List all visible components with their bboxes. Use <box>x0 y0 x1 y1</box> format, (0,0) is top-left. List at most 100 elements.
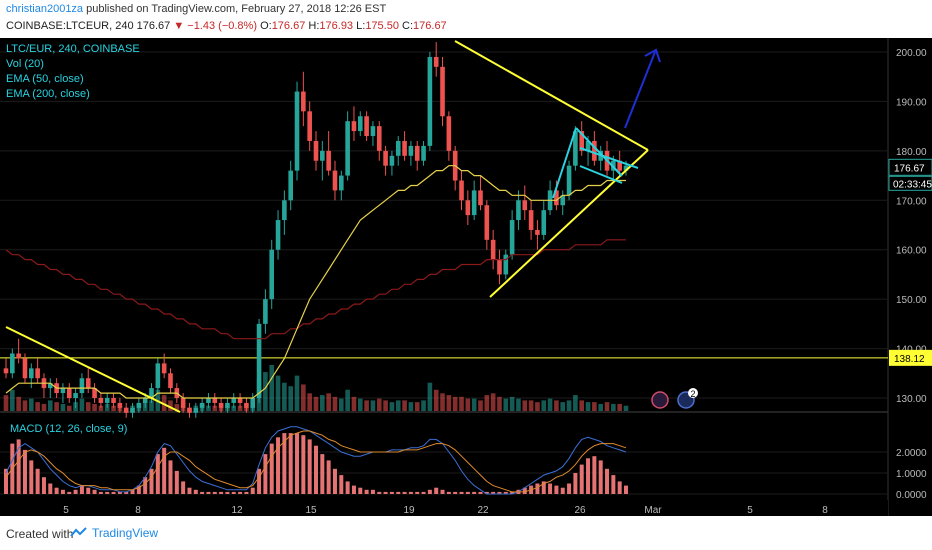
volume-bar <box>573 395 578 411</box>
volume-bar <box>29 398 34 411</box>
volume-bar <box>288 386 293 411</box>
candle-body <box>623 165 629 171</box>
target-arrow-head <box>644 48 661 63</box>
volume-bar <box>560 402 566 411</box>
event-badges[interactable]: 2 <box>651 388 698 409</box>
macd-histogram-bar <box>105 491 110 494</box>
price-axis[interactable]: 200.00190.00180.00170.00160.00150.00140.… <box>888 48 932 501</box>
volume-bar <box>516 398 521 411</box>
flag-line-4[interactable] <box>579 165 623 184</box>
macd-histogram-bar <box>478 491 483 494</box>
macd-histogram-bar <box>554 485 559 494</box>
time-axis[interactable]: 5 8 12 15 19 22 26 Mar 5 8 <box>0 500 888 516</box>
macd-histogram-bar <box>611 475 616 494</box>
macd-histogram-bar <box>332 468 337 494</box>
trendline-left[interactable] <box>5 326 181 413</box>
candle-body <box>554 190 559 206</box>
candle-body <box>161 363 167 374</box>
macd-histogram-bar <box>288 433 293 494</box>
volume-bar <box>161 395 167 411</box>
volume-bar <box>16 396 21 411</box>
candles <box>3 42 629 418</box>
volume-bar <box>275 375 281 411</box>
candle-body <box>212 398 218 403</box>
macd-histogram-bar <box>212 491 217 494</box>
price-tick-label: 200.00 <box>896 48 927 59</box>
macd-histogram-bar <box>168 460 173 494</box>
candle-body <box>288 170 293 201</box>
macd-histogram-bar <box>434 487 439 494</box>
macd-histogram-bar <box>377 491 382 494</box>
volume-bar <box>440 393 445 411</box>
volume-bar <box>206 405 211 411</box>
price-chart[interactable]: 200.00190.00180.00170.00160.00150.00140.… <box>0 38 932 516</box>
volume-bar <box>60 403 66 411</box>
candle-body <box>294 91 300 171</box>
author-link[interactable]: christian2001za <box>6 3 84 15</box>
candle-body <box>282 200 287 221</box>
candle-body <box>218 402 224 408</box>
macd-histogram-bar <box>16 439 21 494</box>
open-value: 176.67 <box>271 20 306 32</box>
candle-body <box>592 140 597 161</box>
volume-bar <box>484 395 490 411</box>
candle-body <box>478 190 483 206</box>
macd-histogram-bar <box>257 468 262 494</box>
macd-histogram-bar <box>440 489 445 494</box>
candle-body <box>269 249 275 300</box>
legend: LTC/EUR, 240, COINBASE Vol (20) EMA (50,… <box>6 43 140 435</box>
macd-histogram-bar <box>225 491 230 494</box>
tradingview-brand[interactable]: TradingView <box>70 526 158 540</box>
price-tick-label: 150.00 <box>896 295 927 306</box>
flag-line-1[interactable] <box>552 127 577 199</box>
symbol-info: COINBASE:LTCEUR, 240 176.67 ▼ −1.43 (−0.… <box>6 20 447 32</box>
candle-body <box>427 56 433 146</box>
footer: Created with TradingView <box>0 516 932 550</box>
event-badge-icon[interactable] <box>651 391 669 409</box>
volume-bar <box>351 396 357 411</box>
candle-body <box>332 170 338 191</box>
candle-body <box>617 160 622 171</box>
volume-bar <box>617 403 622 411</box>
volume-bar <box>212 405 218 411</box>
volume-bar <box>282 382 287 411</box>
target-arrow[interactable] <box>624 51 656 129</box>
candle-body <box>73 393 78 398</box>
candle-body <box>376 126 382 151</box>
candle-body <box>142 398 148 403</box>
macd-histogram-bar <box>573 473 578 494</box>
candle-body <box>307 111 312 141</box>
macd-histogram-bar <box>541 481 546 494</box>
volume-bar <box>522 400 528 411</box>
macd-histogram-bar <box>351 485 356 494</box>
volume-bar <box>263 372 268 411</box>
volume-bar <box>269 365 275 411</box>
candle-body <box>225 402 230 408</box>
candle-body <box>339 175 344 191</box>
flag-line-2[interactable] <box>575 127 623 177</box>
macd-histogram-bar <box>605 468 610 494</box>
candle-body <box>522 200 528 211</box>
macd-histogram-bar <box>446 491 451 494</box>
chart-area[interactable]: 200.00190.00180.00170.00160.00150.00140.… <box>0 38 932 516</box>
candle-body <box>275 220 281 250</box>
triangle-upper-line[interactable] <box>454 40 649 151</box>
macd-histogram-bar <box>617 481 622 494</box>
volume-bar <box>465 398 471 411</box>
flag-line-3[interactable] <box>579 147 639 169</box>
volume-bar <box>22 400 28 411</box>
candle-body <box>484 205 490 240</box>
candle-body <box>3 368 9 374</box>
countdown-tag <box>888 175 932 191</box>
macd-histogram-bar <box>295 433 300 494</box>
candle-body <box>22 358 28 379</box>
volume-bar <box>395 400 401 411</box>
macd-panel <box>0 426 888 495</box>
macd-histogram-bar <box>598 460 603 494</box>
volume-bar <box>554 400 559 411</box>
close-value: 176.67 <box>413 20 447 32</box>
macd-histogram-bar <box>263 454 268 494</box>
candle-body <box>402 140 407 156</box>
macd-histogram-bar <box>339 475 344 494</box>
publish-info: christian2001za published on TradingView… <box>6 3 386 15</box>
